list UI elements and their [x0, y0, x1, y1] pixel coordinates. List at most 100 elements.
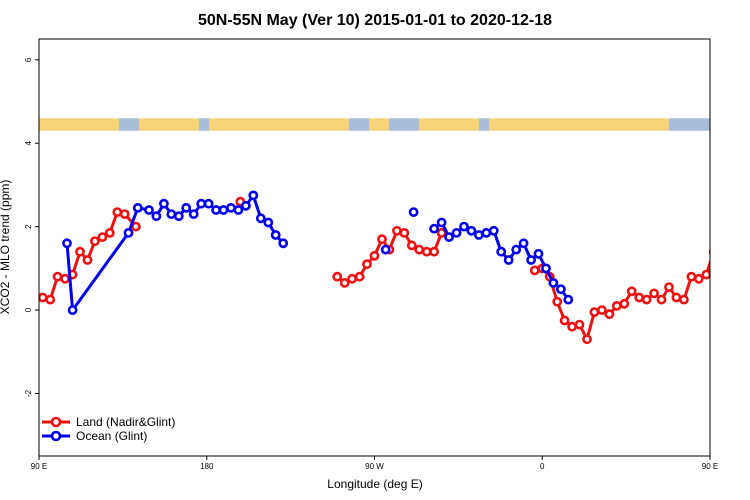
- data-point: [240, 200, 251, 211]
- data-point: [559, 315, 570, 326]
- data-point: [377, 234, 387, 245]
- data-point: [332, 271, 343, 282]
- data-point: [429, 246, 439, 257]
- data-point: [188, 209, 199, 219]
- data-point: [347, 273, 357, 284]
- y-tick-label: 0: [24, 307, 33, 312]
- data-point: [104, 227, 115, 238]
- legend-marker: [50, 416, 62, 428]
- legend-marker: [50, 430, 62, 442]
- data-point: [656, 294, 667, 305]
- data-point: [181, 202, 192, 213]
- data-point: [203, 198, 214, 209]
- data-point: [740, 229, 747, 236]
- y-tick-label: 2: [24, 224, 33, 229]
- data-point: [589, 307, 600, 317]
- data-point: [541, 263, 551, 274]
- data-point: [563, 294, 574, 305]
- data-point: [701, 269, 710, 280]
- y-axis: -2 0 2 4 6: [24, 57, 39, 397]
- data-point: [611, 300, 622, 311]
- data-point: [82, 255, 93, 265]
- x-tick-label: 90 E: [702, 462, 718, 471]
- data-point: [429, 223, 439, 234]
- data-point: [436, 217, 447, 228]
- data-point: [518, 238, 529, 249]
- data-point: [151, 211, 162, 222]
- data-point: [173, 211, 184, 222]
- data-point: [263, 217, 274, 228]
- data-point: [626, 286, 637, 297]
- plot-frame: [38, 38, 711, 457]
- data-point: [548, 277, 559, 288]
- y-tick-label: 4: [24, 140, 33, 145]
- legend-label: Ocean (Glint): [76, 429, 147, 443]
- y-tick-label: 6: [24, 57, 33, 62]
- land-ocean-band: [39, 118, 710, 131]
- data-point: [649, 288, 659, 299]
- data-point: [597, 305, 607, 315]
- data-point: [60, 273, 70, 284]
- data-point: [436, 227, 447, 238]
- x-tick-label: 180: [200, 462, 214, 471]
- data-point: [408, 207, 419, 217]
- data-point: [62, 238, 72, 249]
- data-point: [52, 271, 63, 282]
- data-point: [725, 238, 732, 245]
- data-point: [248, 190, 259, 201]
- data-point: [533, 248, 544, 259]
- data-point: [233, 205, 244, 215]
- data-point: [39, 292, 48, 303]
- data-point: [496, 246, 507, 257]
- data-point: [444, 232, 454, 242]
- data-point: [718, 256, 725, 263]
- data-point: [119, 209, 130, 219]
- x-tick-label: 90 W: [365, 462, 384, 471]
- data-point: [132, 202, 143, 213]
- data-point: [380, 244, 391, 255]
- data-point: [574, 319, 585, 330]
- data-point: [708, 248, 710, 255]
- data-point: [158, 198, 169, 209]
- data-point: [399, 227, 410, 238]
- data-point: [45, 294, 56, 305]
- data-point: [641, 294, 652, 305]
- data-point: [339, 277, 350, 288]
- legend-item: Ocean (Glint): [42, 429, 147, 443]
- data-point: [362, 259, 372, 270]
- data-point: [723, 307, 730, 314]
- x-tick-label: 90 E: [31, 462, 47, 471]
- data-point: [144, 205, 154, 215]
- land-ocean-band-strip: [39, 118, 710, 131]
- data-point: [582, 334, 592, 345]
- data-point: [604, 309, 615, 320]
- series-line-segment: [721, 243, 727, 310]
- data-point: [503, 255, 514, 265]
- data-point: [552, 296, 563, 307]
- legend-item: Land (Nadir&Glint): [42, 415, 175, 429]
- data-point: [671, 292, 682, 303]
- series-land: [39, 196, 747, 345]
- data-point: [406, 240, 417, 251]
- data-point: [166, 209, 177, 219]
- data-point: [466, 225, 477, 236]
- data-point: [619, 298, 630, 309]
- data-point: [511, 244, 522, 255]
- data-point: [718, 240, 725, 247]
- data-point: [459, 221, 469, 232]
- legend-label: Land (Nadir&Glint): [76, 415, 175, 429]
- data-point: [679, 294, 689, 305]
- data-point: [414, 244, 425, 255]
- x-axis-label: Longitude (deg E): [327, 477, 422, 491]
- data-point: [218, 205, 229, 215]
- data-point: [526, 255, 536, 265]
- chart-title: 50N-55N May (Ver 10) 2015-01-01 to 2020-…: [198, 12, 552, 29]
- legend: Land (Nadir&Glint)Ocean (Glint): [42, 415, 175, 443]
- data-point: [451, 227, 462, 238]
- data-point: [481, 227, 492, 238]
- data-point: [693, 273, 704, 284]
- series-ocean: [62, 190, 730, 315]
- data-point: [664, 282, 674, 292]
- data-point: [278, 238, 289, 249]
